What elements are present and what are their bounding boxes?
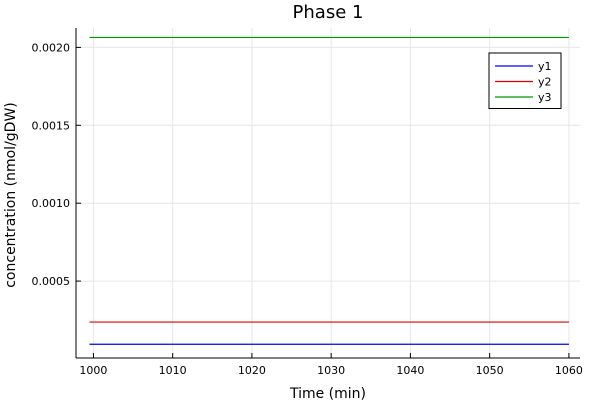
- x-tick-label: 1040: [396, 364, 424, 377]
- legend-label-y3: y3: [538, 91, 552, 104]
- grid: [76, 28, 580, 358]
- x-axis-label: Time (min): [289, 386, 366, 400]
- y-axis-label: concentration (nmol/gDW): [3, 102, 19, 288]
- chart-title: Phase 1: [293, 2, 364, 23]
- x-tick-label: 1030: [317, 364, 345, 377]
- x-tick-label: 1010: [159, 364, 187, 377]
- y-tick-label: 0.0015: [32, 119, 71, 132]
- series-lines: [89, 36, 569, 345]
- y-tick-label: 0.0020: [32, 41, 71, 54]
- axes: [75, 28, 580, 359]
- legend: y1 y2 y3: [488, 52, 562, 109]
- legend-box: [488, 52, 562, 109]
- x-tick-label: 1020: [238, 364, 266, 377]
- legend-label-y2: y2: [538, 76, 552, 89]
- x-tick-label: 1050: [476, 364, 504, 377]
- y-tick-label: 0.0010: [32, 197, 71, 210]
- y-tick-label: 0.0005: [32, 275, 71, 288]
- x-tick-label: 1000: [79, 364, 107, 377]
- tick-labels: 1000 1010 1020 1030 1040 1050 1060 0.0005 0.0010…: [32, 41, 583, 377]
- legend-label-y1: y1: [538, 60, 552, 73]
- x-tick-label: 1060: [555, 364, 583, 377]
